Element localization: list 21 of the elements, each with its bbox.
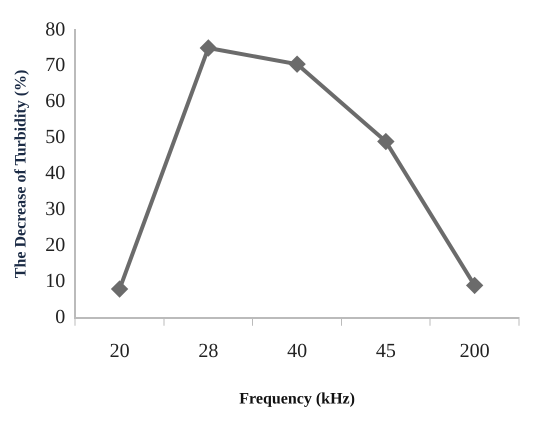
point bbox=[111, 280, 128, 298]
x-tick-label: 200 bbox=[460, 340, 490, 362]
y-tick-label: 0 bbox=[55, 306, 66, 328]
y-tick-label: 20 bbox=[45, 234, 66, 256]
x-axis-title: Frequency (kHz) bbox=[239, 390, 355, 408]
y-tick-label: 80 bbox=[45, 18, 66, 40]
point bbox=[377, 133, 394, 150]
point bbox=[466, 276, 484, 294]
point bbox=[200, 39, 217, 56]
y-tick-label: 70 bbox=[45, 54, 66, 76]
point bbox=[288, 56, 306, 73]
x-tick-label: 45 bbox=[376, 340, 396, 362]
x-tick-label: 28 bbox=[198, 340, 218, 362]
y-tick-label: 30 bbox=[45, 198, 66, 220]
x-tick-label: 40 bbox=[287, 340, 308, 362]
y-axis-title: The Decrease of Turbidity (%) bbox=[12, 70, 30, 278]
y-tick-label: 10 bbox=[45, 270, 66, 292]
y-tick-label: 40 bbox=[45, 162, 66, 184]
y-tick-label: 50 bbox=[45, 126, 66, 148]
x-tick-label: 20 bbox=[110, 340, 130, 362]
y-tick-label: 60 bbox=[45, 90, 66, 112]
